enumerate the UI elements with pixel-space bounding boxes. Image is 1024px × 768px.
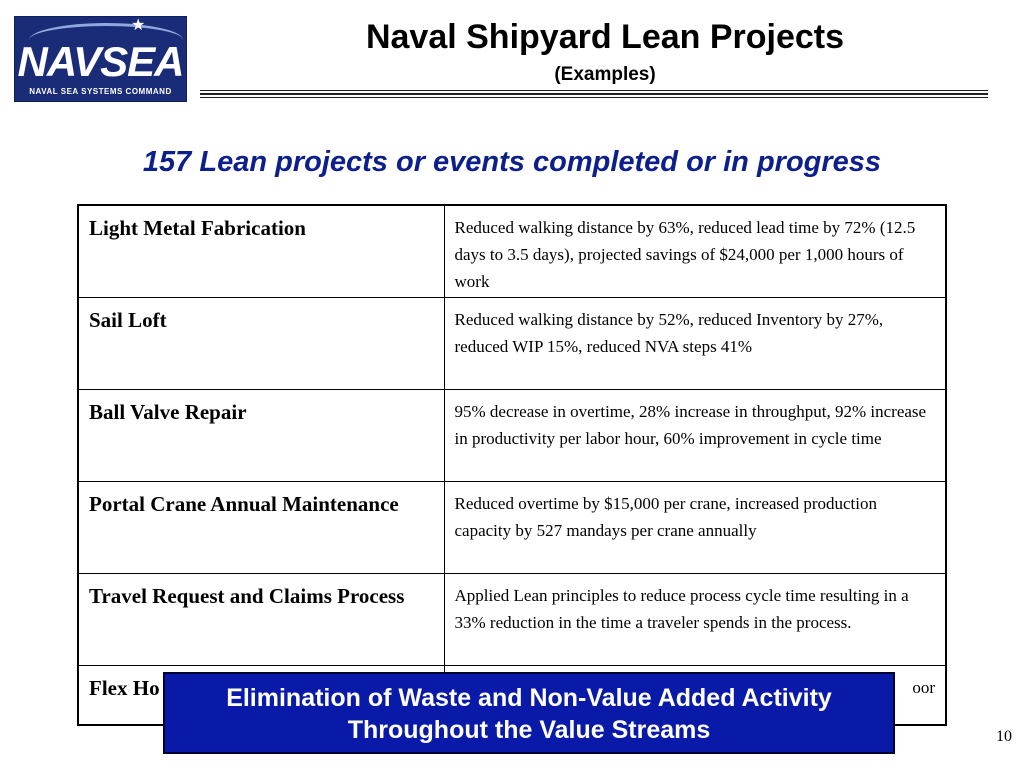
logo-swoosh: [29, 23, 183, 57]
project-name: Portal Crane Annual Maintenance: [77, 480, 445, 574]
project-result: 95% decrease in overtime, 28% increase i…: [443, 388, 947, 482]
page-title: Naval Shipyard Lean Projects: [365, 18, 845, 56]
project-result: Reduced walking distance by 52%, reduced…: [443, 296, 947, 390]
project-result: Reduced overtime by $15,000 per crane, i…: [443, 480, 947, 574]
summary-banner: Elimination of Waste and Non-Value Added…: [163, 672, 895, 754]
project-name: Travel Request and Claims Process: [77, 572, 445, 666]
banner-line: Elimination of Waste and Non-Value Added…: [226, 684, 832, 712]
header-divider: [200, 93, 988, 95]
table-row: Portal Crane Annual Maintenance Reduced …: [77, 480, 947, 574]
navsea-logo: ★ NAVSEA NAVAL SEA SYSTEMS COMMAND: [14, 16, 187, 102]
banner-line: Throughout the Value Streams: [347, 716, 711, 744]
page-subtitle: (Examples): [554, 64, 656, 85]
table-row: Light Metal Fabrication Reduced walking …: [77, 204, 947, 298]
header-divider: [200, 90, 988, 91]
headline: 157 Lean projects or events completed or…: [142, 146, 882, 178]
projects-table: Light Metal Fabrication Reduced walking …: [77, 204, 947, 726]
project-name: Sail Loft: [77, 296, 445, 390]
page-number: 10: [996, 728, 1012, 745]
logo-wordmark: NAVSEA: [17, 38, 185, 85]
table-row: Ball Valve Repair 95% decrease in overti…: [77, 388, 947, 482]
project-name: Light Metal Fabrication: [77, 204, 445, 298]
project-result: Applied Lean principles to reduce proces…: [443, 572, 947, 666]
project-result: Reduced walking distance by 63%, reduced…: [443, 204, 947, 298]
star-icon: ★: [131, 16, 146, 34]
table-row: Travel Request and Claims Process Applie…: [77, 572, 947, 666]
header-divider: [200, 97, 988, 98]
logo-tagline: NAVAL SEA SYSTEMS COMMAND: [29, 87, 172, 96]
project-name: Ball Valve Repair: [77, 388, 445, 482]
table-row: Sail Loft Reduced walking distance by 52…: [77, 296, 947, 390]
